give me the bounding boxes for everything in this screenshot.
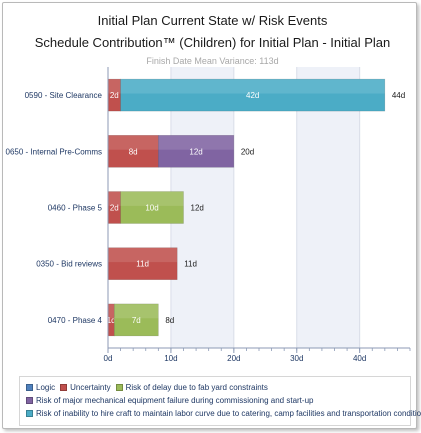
bar-row: 1d 7d 8d 0470 - Phase 4 [48,303,174,337]
x-tick-label: 40d [353,354,366,363]
category-label: 0590 - Site Clearance [25,91,103,100]
chart-subtitle: Schedule Contribution™ (Children) for In… [34,35,391,50]
bar-row: 2d 42d 44d 0590 - Site Clearance [25,78,405,112]
bar-segment-gloss [108,303,115,319]
legend-row: Risk of major mechanical equipment failu… [26,396,318,405]
legend-swatch [60,384,68,391]
bar-segment [113,303,159,337]
legend-item: Logic [26,383,55,392]
segment-label: 12d [189,147,202,156]
legend-item: Uncertainty [60,383,111,392]
chart-legend: Logic Uncertainty Risk of delay due to fab… [19,376,421,426]
legend-item: Risk of major mechanical equipment failu… [26,396,313,405]
category-label: 0650 - Internal Pre-Comms [6,147,102,156]
bar-segment-gloss [158,135,234,150]
x-tick-label: 10d [164,354,177,363]
bar-segment-gloss [120,79,385,94]
bar-segment [107,247,178,280]
category-label: 0460 - Phase 5 [48,204,103,213]
legend-swatch [26,410,33,417]
legend-row: Risk of inability to hire craft to maint… [26,409,421,418]
bar-total-label: 44d [392,91,405,100]
bar-segment [120,191,184,224]
legend-swatch [115,384,123,391]
bar-segment-gloss [108,247,178,263]
legend-row: Logic Uncertainty Risk of delay due to fab… [26,383,273,392]
bar-segment-gloss [120,191,184,206]
bar-segment-gloss [114,303,159,319]
variance-note: Finish Date Mean Variance: 113d [146,56,279,66]
legend-swatch [26,384,33,391]
legend-label: Risk of delay due to fab yard constraint… [125,383,268,392]
bar-segment [120,78,386,112]
bar-row: 8d 12d 20d 0650 - Internal Pre-Comms [6,135,254,168]
bar-row: 11d 11d 0350 - Bid reviews [36,247,197,280]
legend-item: Risk of inability to hire craft to maint… [26,409,421,418]
segment-label: 42d [246,91,259,100]
legend-item: Risk of delay due to fab yard constraint… [115,383,268,392]
x-tick-label: 0d [104,354,113,363]
bar-total-label: 20d [241,147,254,156]
bar-segment [158,135,235,168]
segment-label: 8d [129,147,138,156]
bar-row: 2d 10d 12d 0460 - Phase 5 [48,191,204,224]
segment-label: 2d [110,204,119,213]
bar-total-label: 12d [191,204,204,213]
legend-label: Risk of inability to hire craft to maint… [36,409,421,418]
category-label: 0470 - Phase 4 [48,316,103,325]
grid-band [296,67,360,348]
segment-label: 1d [107,316,116,325]
segment-label: 2d [110,91,119,100]
x-tick-label: 30d [290,354,303,363]
bar-chart: 2d 42d 44d 0590 - Site Clearance 8d 12d 20d 065… [6,67,411,363]
segment-label: 7d [132,316,141,325]
bar-total-label: 11d [184,260,197,269]
legend-label: Risk of major mechanical equipment failu… [36,396,314,405]
legend-label: Uncertainty [70,383,111,392]
segment-label: 10d [145,204,158,213]
bar-segment-gloss [108,79,121,94]
legend-swatch [26,397,33,404]
bar-total-label: 8d [165,316,174,325]
segment-label: 11d [136,260,149,269]
legend-label: Logic [36,383,56,392]
chart-title: Initial Plan Current State w/ Risk Event… [97,13,328,28]
x-tick-label: 20d [227,354,240,363]
bar-segment-gloss [108,135,159,150]
bar-segment-gloss [108,191,121,206]
category-label: 0350 - Bid reviews [36,260,102,269]
